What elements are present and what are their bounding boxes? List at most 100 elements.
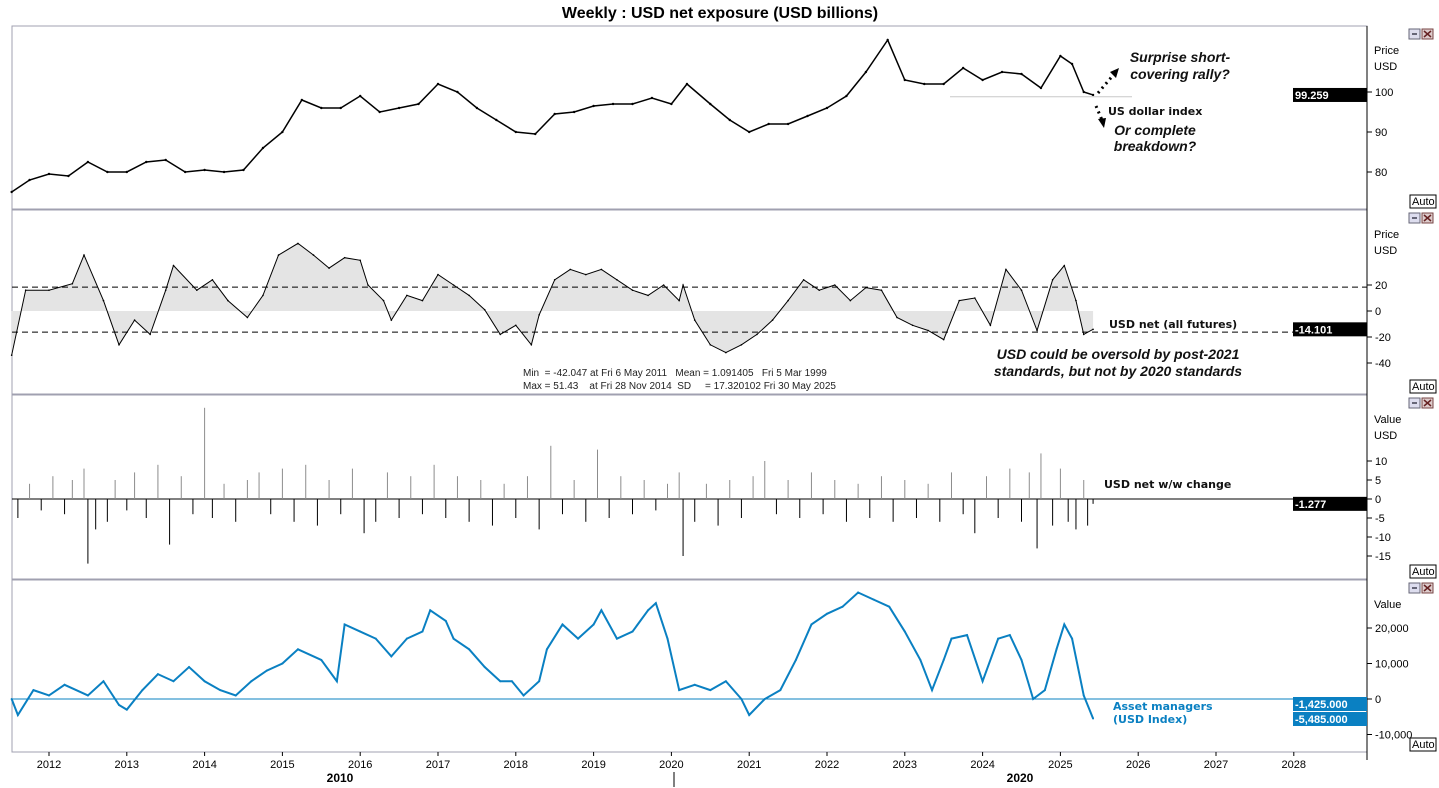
asset-managers-point	[794, 658, 797, 661]
dxy-point	[145, 160, 148, 164]
annotation-rally-line2: covering rally?	[1130, 66, 1230, 82]
asset-managers-point	[763, 698, 766, 700]
dxy-point	[1020, 72, 1023, 76]
asset-managers-point	[48, 694, 50, 697]
usd-net-point	[865, 286, 867, 289]
dxy-point	[670, 102, 673, 106]
usd-net-point	[297, 242, 299, 245]
dxy-point	[378, 110, 381, 114]
usd-net-point	[390, 319, 393, 321]
axis-tick-label: -5	[1375, 513, 1385, 525]
asset-managers-point	[561, 623, 564, 626]
value-axes: PriceUSD8090100AutoPriceUSD-40-20020Auto…	[1293, 28, 1437, 752]
asset-managers-point	[748, 713, 751, 716]
x-tick-label: 2024	[970, 759, 994, 771]
asset-managers-point	[1092, 717, 1095, 720]
close-pane-button[interactable]	[1421, 397, 1434, 409]
panel-frames	[11, 25, 1368, 760]
auto-label: Auto	[1412, 381, 1435, 393]
usd-net-point	[585, 273, 587, 276]
asset-managers-point	[281, 662, 284, 665]
auto-scale-button[interactable]: Auto	[1409, 564, 1437, 579]
asset-managers-series	[10, 591, 1367, 720]
usd-net-point	[452, 284, 455, 286]
dxy-point	[572, 110, 576, 114]
dxy-point	[650, 96, 654, 100]
asset-managers-point	[452, 637, 455, 640]
asset-managers-point	[872, 598, 875, 601]
decade-label-2020: 2020	[1007, 771, 1034, 785]
usd-net-point	[437, 273, 439, 276]
usd-net-point	[1092, 328, 1094, 331]
restore-pane-button[interactable]	[1408, 212, 1421, 224]
asset-managers-point	[188, 666, 191, 669]
auto-scale-button[interactable]: Auto	[1409, 379, 1437, 394]
asset-managers-point	[86, 694, 89, 697]
dxy-point	[786, 122, 790, 126]
restore-pane-button[interactable]	[1408, 397, 1421, 409]
asset-managers-point	[693, 683, 696, 686]
dxy-point	[886, 38, 889, 42]
usd-net-point	[849, 299, 852, 302]
asset-managers-point	[118, 704, 121, 707]
dxy-point	[981, 78, 984, 82]
asset-managers-point	[857, 591, 860, 594]
asset-managers-point	[981, 680, 984, 683]
axis-tick-label: 0	[1375, 306, 1381, 318]
asset-managers-point	[444, 619, 447, 622]
asset-managers-point	[499, 680, 502, 683]
axis-tick-label: 10	[1375, 456, 1387, 468]
axis-tick-label: 80	[1375, 167, 1387, 179]
usd-net-point	[24, 289, 27, 292]
auto-scale-button[interactable]: Auto	[1409, 194, 1437, 209]
usd-net-point	[211, 279, 214, 281]
annotation-oversold-line2: standards, but not by 2020 standards	[994, 363, 1242, 379]
dxy-point	[942, 82, 945, 86]
usd-net-point	[942, 338, 945, 341]
close-pane-button[interactable]	[1421, 582, 1434, 594]
asset-managers-point	[709, 689, 712, 692]
axis-unit-label: Value	[1374, 414, 1401, 426]
asset-managers-point	[538, 680, 541, 683]
axis-tick-label: -10,000	[1375, 730, 1412, 742]
asset-managers-point	[296, 648, 299, 651]
axis-tick-label: -10	[1375, 532, 1391, 544]
axis-unit-label: Price	[1374, 229, 1399, 241]
asset-managers-point	[1020, 658, 1023, 661]
restore-pane-button[interactable]	[1408, 28, 1421, 40]
close-pane-button[interactable]	[1421, 28, 1434, 40]
axis-tick-label: -15	[1375, 551, 1391, 563]
usd-net-point	[262, 294, 264, 297]
restore-pane-button[interactable]	[1408, 582, 1421, 594]
asset-managers-point	[666, 637, 669, 640]
dxy-point	[1059, 54, 1062, 58]
dxy-point	[456, 90, 459, 94]
dxy-point	[222, 170, 226, 174]
dxy-point	[961, 66, 965, 70]
close-pane-button[interactable]	[1421, 212, 1434, 224]
stats-line-2: Max = 51.43 at Fri 28 Nov 2014 SD = 17.3…	[523, 381, 836, 392]
dxy-point	[164, 158, 167, 162]
asset-managers-point	[405, 637, 408, 640]
auto-scale-button[interactable]: Auto	[1409, 737, 1437, 752]
panel-dxy: Surprise short- covering rally? US dolla…	[10, 38, 1231, 194]
usd-net-point	[818, 289, 821, 292]
asset-managers-point	[510, 680, 513, 683]
asset-managers-point	[234, 694, 237, 697]
axis-tick-label: 20,000	[1375, 623, 1409, 635]
dxy-point	[903, 78, 906, 82]
dxy-point	[553, 112, 556, 116]
asset-managers-point	[320, 658, 323, 661]
dxy-point	[1039, 86, 1043, 90]
usd-net-point	[499, 333, 502, 336]
usd-net-point	[678, 299, 680, 302]
axis-unit-label: Value	[1374, 599, 1401, 611]
dxy-point	[47, 172, 51, 176]
asset-managers-point	[724, 680, 727, 683]
asset-managers-point	[1063, 623, 1066, 626]
axis-tick-label: -40	[1375, 358, 1391, 370]
ww-change-last-value: -1.277	[1295, 499, 1326, 511]
usd-net-point	[1063, 264, 1066, 267]
asset-managers-point	[903, 630, 906, 633]
asset-managers-point	[32, 689, 35, 692]
